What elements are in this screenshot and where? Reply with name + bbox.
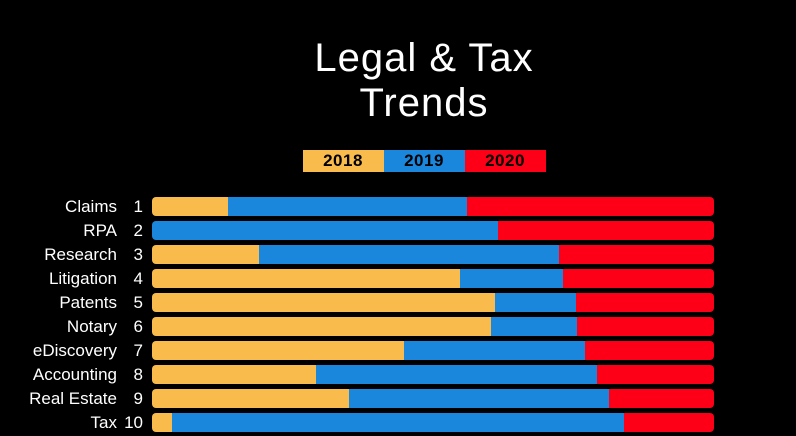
category-rank: 5 [133,292,143,312]
row-label: RPA 2 [0,221,143,241]
bar-segment-2019 [349,389,610,408]
category-label: Tax [90,412,117,432]
row-label: Litigation 4 [0,269,143,289]
bar-segment-2019 [152,221,498,240]
chart-row: Notary 6 [0,317,796,336]
category-rank: 9 [133,388,143,408]
row-label: Accounting 8 [0,365,143,385]
bar-segment-2020 [558,245,714,264]
stacked-bar-chart: Claims 1 RPA 2 Research 3 Litigation 4 Patents 5 N… [0,197,796,432]
bar-segment-2018 [152,269,460,288]
bar-track [152,341,714,360]
category-rank: 1 [133,196,143,216]
chart-row: Research 3 [0,245,796,264]
bar-segment-2018 [152,413,172,432]
bar-segment-2019 [315,365,597,384]
category-rank: 2 [133,220,143,240]
category-label: eDiscovery [32,340,117,360]
row-label: eDiscovery 7 [0,341,143,361]
bar-segment-2019 [171,413,625,432]
bar-segment-2020 [584,341,714,360]
bar-track [152,245,714,264]
category-label: Claims [65,196,117,216]
bar-track [152,293,714,312]
chart-title: Legal & Tax Trends [74,36,774,126]
category-label: Litigation [48,268,117,288]
chart-row: RPA 2 [0,221,796,240]
chart-row: Litigation 4 [0,269,796,288]
bar-track [152,197,714,216]
row-label: Claims 1 [0,197,143,217]
bar-segment-2020 [596,365,714,384]
row-label: Patents 5 [0,293,143,313]
bar-segment-2020 [466,197,714,216]
row-label: Research 3 [0,245,143,265]
chart-row: Accounting 8 [0,365,796,384]
legend-item-2019: 2019 [383,150,465,172]
bar-segment-2020 [609,389,714,408]
chart-title-line2: Trends [359,81,489,125]
row-label: Tax 10 [0,413,143,433]
bar-segment-2020 [624,413,714,432]
bar-track [152,365,714,384]
bar-segment-2019 [228,197,467,216]
bar-segment-2020 [575,293,714,312]
legend-item-2018: 2018 [302,150,384,172]
legend: 2018 2019 2020 [302,150,546,172]
bar-segment-2018 [152,341,404,360]
bar-track [152,221,714,240]
legend-item-2020: 2020 [464,150,546,172]
bar-segment-2019 [459,269,564,288]
bar-track [152,269,714,288]
category-rank: 7 [133,340,143,360]
category-label: RPA [83,220,117,240]
category-label: Research [44,244,117,264]
chart-title-line1: Legal & Tax [314,36,534,80]
row-label: Notary 6 [0,317,143,337]
category-rank: 3 [133,244,143,264]
chart-row: Claims 1 [0,197,796,216]
chart-header: Legal & Tax Trends 2018 2019 2020 [74,36,774,172]
category-rank: 8 [133,364,143,384]
bar-segment-2018 [152,365,316,384]
bar-segment-2019 [403,341,585,360]
chart-row: eDiscovery 7 [0,341,796,360]
bar-segment-2020 [497,221,714,240]
category-rank: 6 [133,316,143,336]
bar-segment-2020 [577,317,714,336]
bar-track [152,317,714,336]
chart-row: Patents 5 [0,293,796,312]
category-label: Patents [59,292,117,312]
row-label: Real Estate 9 [0,389,143,409]
chart-row: Real Estate 9 [0,389,796,408]
bar-segment-2018 [152,389,350,408]
bar-track [152,413,714,432]
bar-segment-2020 [563,269,714,288]
bar-segment-2018 [152,317,492,336]
bar-segment-2019 [495,293,576,312]
category-label: Notary [66,316,117,336]
bar-track [152,389,714,408]
category-label: Accounting [32,364,117,384]
category-rank: 4 [133,268,143,288]
category-rank: 10 [124,412,143,432]
bar-segment-2019 [259,245,559,264]
chart-row: Tax 10 [0,413,796,432]
bar-segment-2018 [152,293,496,312]
bar-segment-2018 [152,245,260,264]
bar-segment-2018 [152,197,229,216]
bar-segment-2019 [491,317,578,336]
category-label: Real Estate [29,388,117,408]
